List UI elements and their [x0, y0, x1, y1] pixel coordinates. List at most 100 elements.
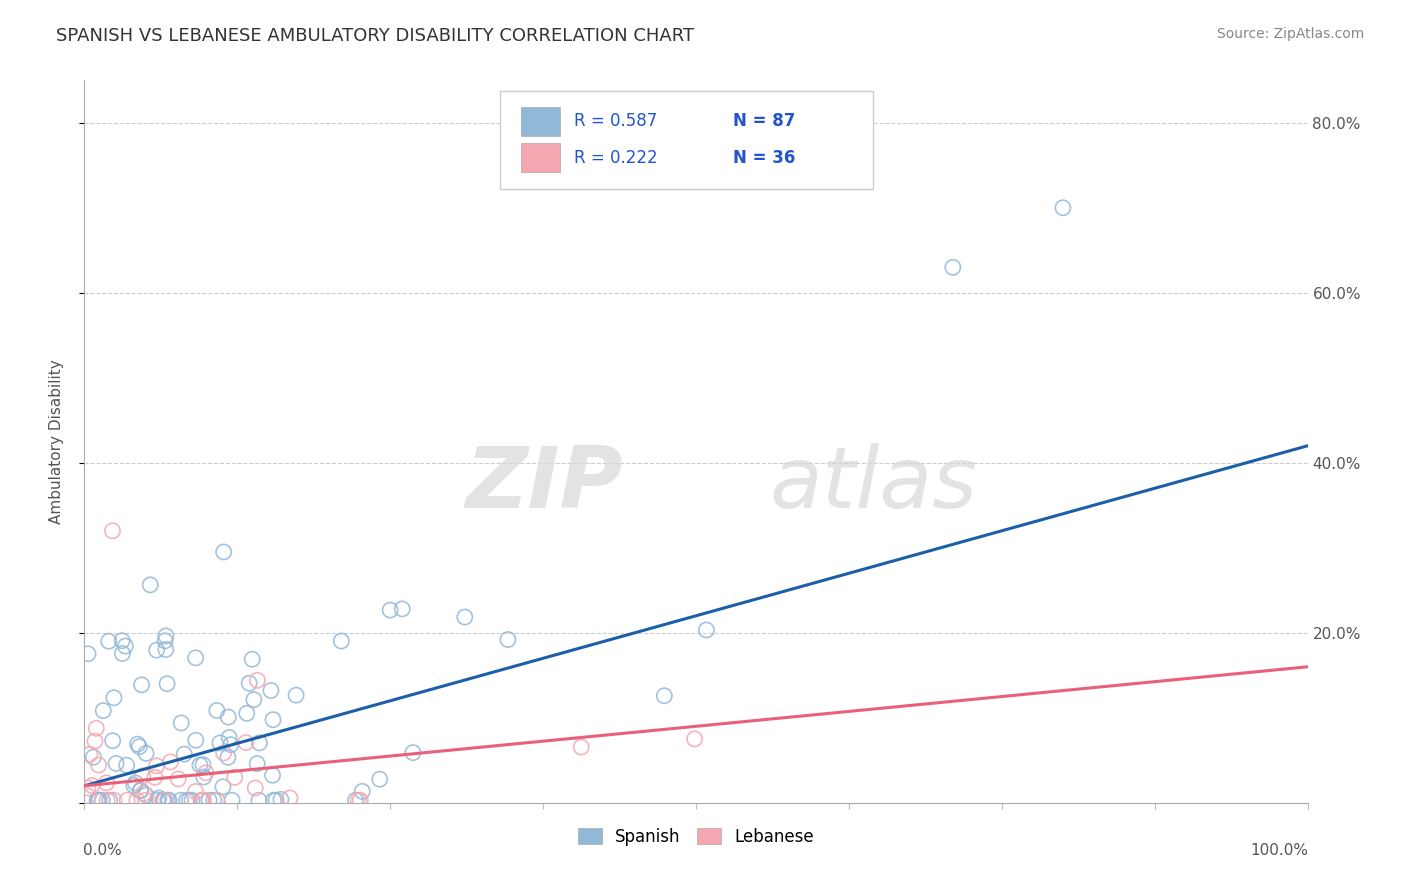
Y-axis label: Ambulatory Disability: Ambulatory Disability: [49, 359, 63, 524]
Point: [176, 793, 198, 807]
Text: Source: ZipAtlas.com: Source: ZipAtlas.com: [1216, 27, 1364, 41]
Point: [1052, 201, 1074, 215]
Text: N = 36: N = 36: [733, 149, 794, 167]
Point: [170, 716, 193, 731]
Point: [97, 634, 120, 648]
Text: R = 0.587: R = 0.587: [574, 112, 657, 130]
Text: N = 87: N = 87: [733, 112, 794, 130]
Point: [198, 793, 221, 807]
Point: [156, 676, 179, 690]
Point: [143, 770, 166, 784]
Point: [205, 793, 228, 807]
Point: [205, 703, 228, 717]
Point: [79, 747, 101, 762]
Point: [132, 769, 155, 783]
Point: [153, 633, 176, 648]
Point: [115, 758, 138, 772]
Point: [402, 746, 425, 760]
Text: atlas: atlas: [769, 443, 977, 526]
Point: [91, 704, 114, 718]
Point: [496, 632, 519, 647]
Point: [212, 746, 235, 760]
Point: [193, 770, 215, 784]
Point: [247, 736, 270, 750]
Point: [368, 772, 391, 786]
Point: [82, 750, 104, 764]
Point: [224, 770, 246, 784]
Point: [103, 690, 125, 705]
Point: [191, 757, 214, 772]
Point: [181, 793, 204, 807]
Point: [131, 678, 153, 692]
Point: [695, 623, 717, 637]
Text: 0.0%: 0.0%: [83, 843, 122, 857]
Point: [208, 736, 231, 750]
Point: [349, 793, 371, 807]
Point: [132, 786, 155, 800]
Point: [128, 739, 150, 754]
Bar: [522, 107, 560, 136]
Point: [247, 793, 270, 807]
Point: [942, 260, 965, 275]
Point: [87, 793, 110, 807]
Point: [103, 793, 125, 807]
Point: [262, 768, 284, 782]
Point: [155, 642, 177, 657]
Point: [238, 676, 260, 690]
Point: [569, 740, 592, 755]
Point: [83, 734, 105, 748]
Point: [202, 793, 225, 807]
Point: [167, 772, 190, 786]
Point: [212, 545, 235, 559]
Point: [153, 793, 176, 807]
Point: [152, 793, 174, 807]
Point: [80, 779, 103, 793]
Point: [260, 683, 283, 698]
Point: [125, 793, 148, 807]
Point: [218, 731, 240, 745]
Point: [193, 793, 215, 807]
Text: 100.0%: 100.0%: [1251, 843, 1309, 857]
Point: [262, 713, 284, 727]
Point: [84, 721, 107, 735]
Point: [188, 758, 211, 772]
Point: [77, 781, 100, 796]
Point: [134, 793, 156, 807]
Point: [391, 602, 413, 616]
Point: [240, 652, 263, 666]
Point: [278, 791, 301, 805]
Point: [169, 793, 191, 807]
Point: [96, 776, 118, 790]
Point: [184, 784, 207, 798]
Point: [77, 647, 100, 661]
Point: [344, 793, 367, 807]
Point: [243, 692, 266, 706]
Point: [173, 747, 195, 761]
Text: SPANISH VS LEBANESE AMBULATORY DISABILITY CORRELATION CHART: SPANISH VS LEBANESE AMBULATORY DISABILIT…: [56, 27, 695, 45]
Point: [217, 710, 239, 724]
Point: [87, 758, 110, 772]
Point: [212, 780, 235, 794]
Point: [152, 793, 174, 807]
Point: [115, 793, 138, 807]
Point: [235, 735, 257, 749]
Point: [263, 793, 285, 807]
Point: [246, 756, 269, 771]
Point: [347, 793, 370, 807]
Point: [155, 629, 177, 643]
Point: [179, 793, 201, 807]
Point: [105, 756, 128, 771]
Point: [270, 792, 292, 806]
Point: [145, 643, 167, 657]
Point: [114, 639, 136, 653]
Point: [146, 793, 169, 807]
Point: [652, 689, 675, 703]
Point: [129, 783, 152, 797]
Point: [157, 793, 180, 807]
Point: [148, 791, 170, 805]
Point: [91, 793, 114, 807]
Point: [191, 793, 214, 807]
Point: [89, 793, 111, 807]
Point: [86, 793, 108, 807]
Point: [129, 783, 152, 797]
